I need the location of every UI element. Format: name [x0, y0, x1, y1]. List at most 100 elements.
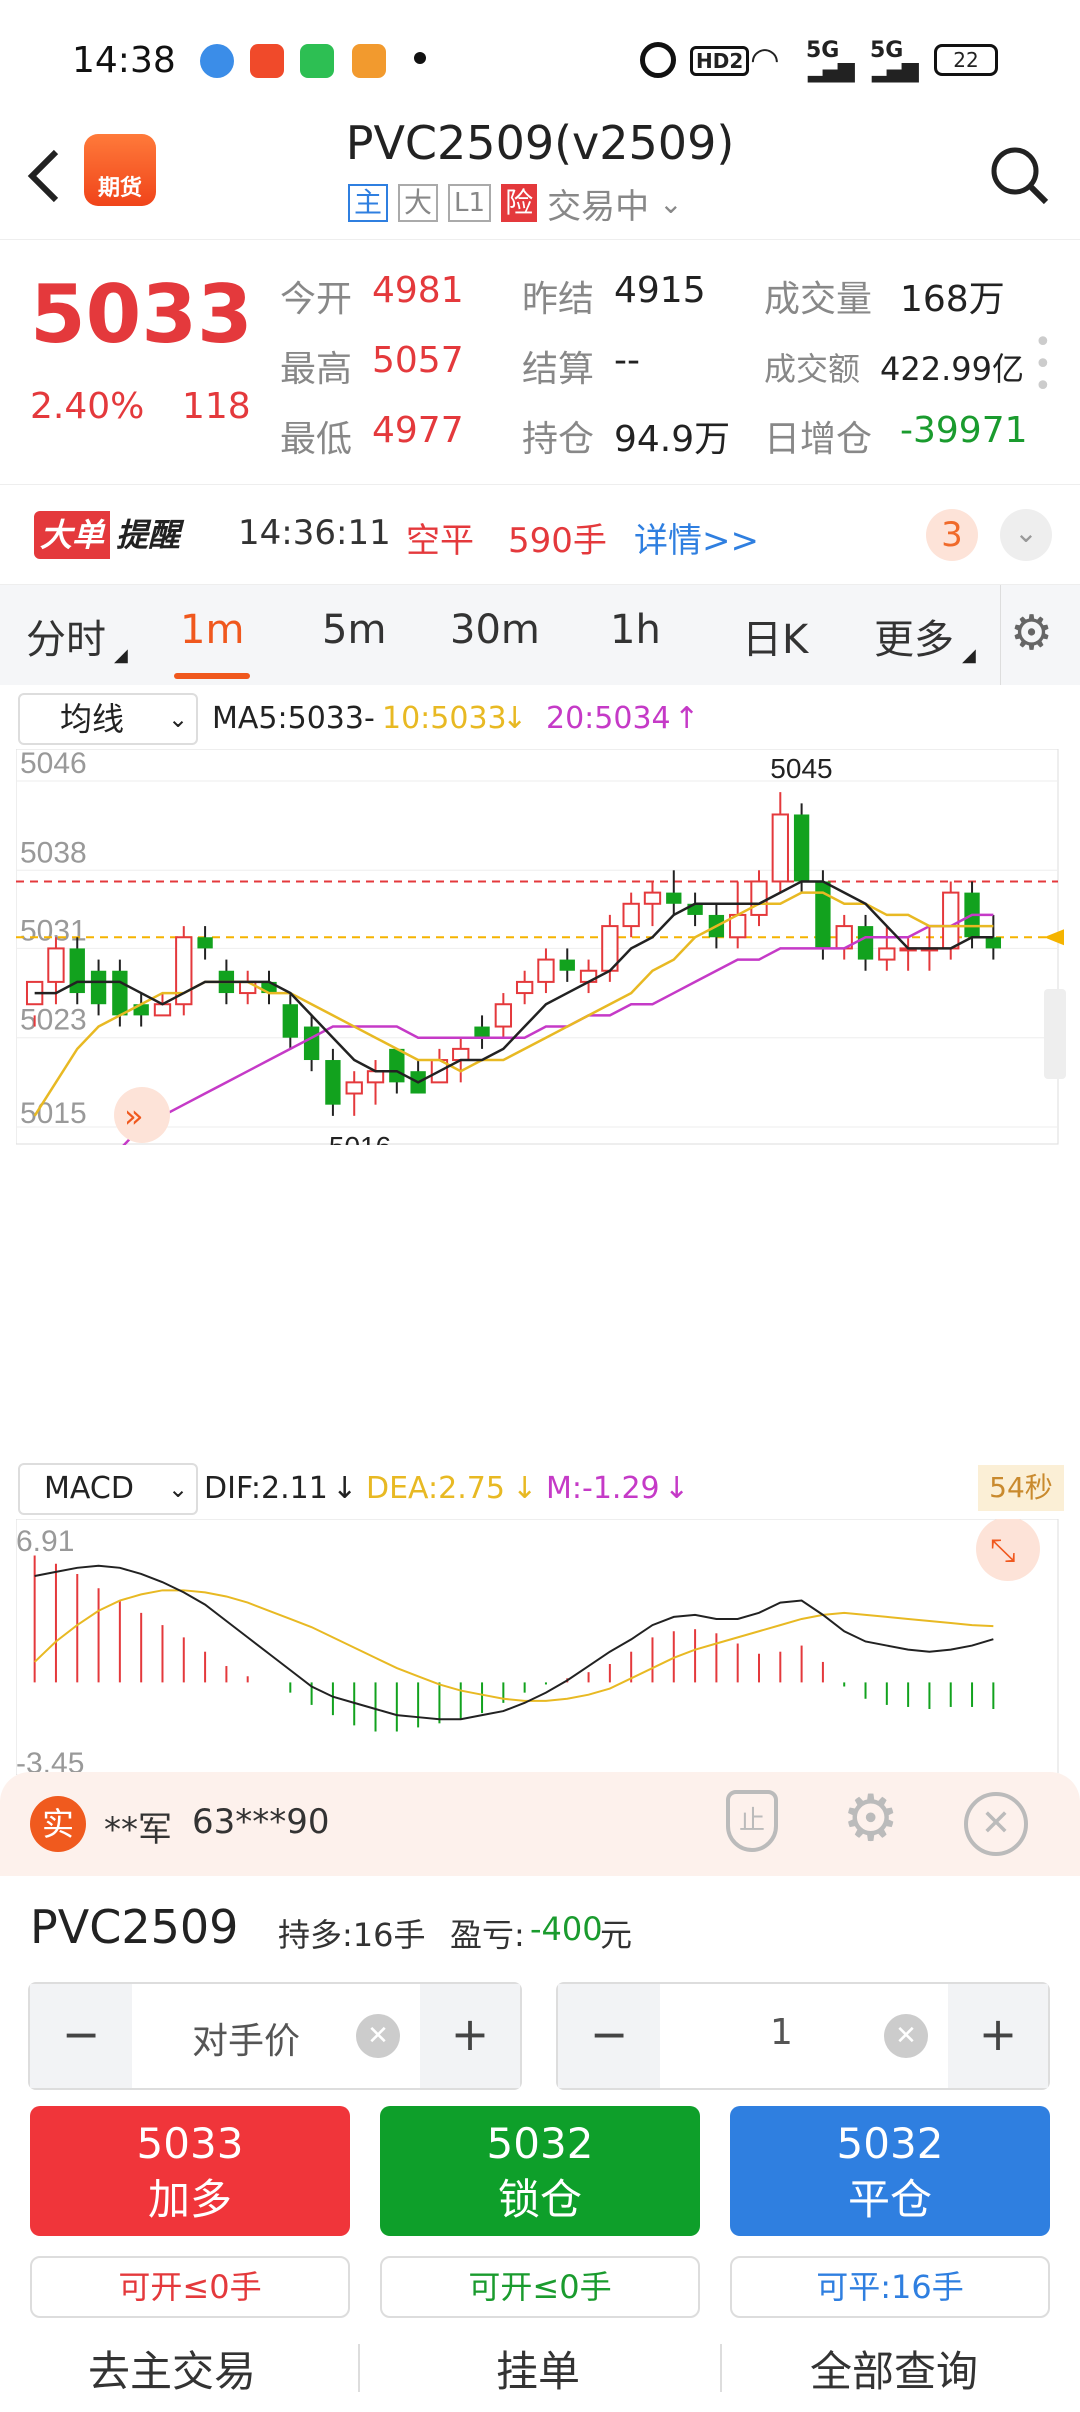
query-all-button[interactable]: 全部查询: [810, 2347, 979, 2396]
close-label: 平仓: [847, 2175, 932, 2224]
ma10-label: 10:5033: [382, 701, 507, 736]
y-tick-label: 5038: [20, 836, 87, 869]
more-vertical-icon[interactable]: • • •: [1034, 325, 1052, 404]
candle-body: [90, 970, 107, 1005]
m-label: M:-1.29: [546, 1471, 660, 1506]
footer-divider: [358, 2344, 360, 2392]
badge-left: 大单: [34, 511, 111, 559]
candle-body: [622, 902, 640, 928]
stop-loss-shield-icon[interactable]: 止: [726, 1790, 778, 1852]
tab-intraday[interactable]: 分时: [26, 617, 106, 663]
tag-main: 主: [348, 184, 389, 222]
close-panel-icon[interactable]: ✕: [964, 1792, 1028, 1856]
dif-label: DIF:2.11: [204, 1471, 328, 1506]
search-icon[interactable]: [988, 144, 1052, 208]
candle-body: [515, 980, 534, 995]
dea-label: DEA:2.75: [366, 1471, 505, 1506]
chevron-down-icon: ⌄: [168, 1475, 189, 1503]
expand-alert-icon[interactable]: ⌄: [1000, 509, 1052, 561]
tab-more[interactable]: 更多: [874, 617, 954, 663]
settings-gear-icon[interactable]: ⚙: [1010, 605, 1054, 661]
candle-body: [474, 1026, 490, 1038]
tab-more-caret-icon: ◢: [962, 645, 976, 666]
candlestick-chart[interactable]: 5046 5038 5031 5023 5015 5045 5016 »: [16, 749, 1066, 1145]
clear-qty-icon[interactable]: ✕: [884, 2014, 928, 2058]
close-position-button[interactable]: 5032 平仓: [730, 2106, 1050, 2236]
dif-down-arrow-icon: ↓: [332, 1471, 358, 1506]
close-price: 5032: [836, 2119, 944, 2168]
ma5-label: MA5:5033-: [212, 701, 375, 736]
pending-orders-button[interactable]: 挂单: [496, 2347, 581, 2396]
oi-change-value: -39971: [900, 410, 1028, 451]
qty-plus-button[interactable]: +: [948, 1984, 1048, 2088]
quote-summary: 5033 2.40% 118 今开 4981 最高 5057 最低 4977 昨…: [0, 240, 1080, 485]
more-notifications-dot: [414, 52, 426, 64]
candle-body: [643, 891, 662, 905]
tab-30m[interactable]: 30m: [450, 607, 540, 653]
add-long-label: 加多: [147, 2175, 232, 2224]
chevron-down-icon[interactable]: ⌄: [659, 186, 683, 220]
candle-body: [69, 948, 85, 994]
account-bar: 实 **军 63***90 止 ⚙ ✕: [0, 1772, 1080, 1876]
chart-frame: [16, 749, 1059, 1145]
qty-minus-button[interactable]: −: [558, 1984, 660, 2088]
tab-divider: [1000, 585, 1001, 685]
add-long-button[interactable]: 5033 加多: [30, 2106, 350, 2236]
dea-line: [33, 1589, 994, 1702]
big-order-alert[interactable]: 大单 提醒 14:36:11 空平 590手 详情>> 3 ⌄: [0, 485, 1080, 585]
signal-5g-icon-2: 5G: [870, 38, 904, 63]
y-tick-label: 5023: [20, 1004, 87, 1037]
available-lock-qty: 可开≤0手: [380, 2256, 700, 2318]
tab-1m[interactable]: 1m: [180, 607, 245, 653]
clear-price-icon[interactable]: ✕: [356, 2014, 400, 2058]
alert-count-badge: 3: [926, 509, 978, 561]
candle-body: [815, 881, 831, 949]
tab-5m[interactable]: 5m: [322, 607, 387, 653]
alert-type: 空平: [406, 521, 474, 561]
candle-body: [325, 1060, 341, 1105]
alarm-icon: [640, 42, 676, 78]
side-scroll-handle[interactable]: [1044, 989, 1066, 1079]
expand-chart-button[interactable]: ⤡: [976, 1519, 1040, 1581]
candle-body: [282, 1004, 298, 1038]
turnover-label: 成交额: [764, 350, 861, 388]
available-close-qty: 可平:16手: [730, 2256, 1050, 2318]
sub-indicator-select[interactable]: MACD ⌄: [18, 1463, 198, 1515]
main-indicator-value: 均线: [60, 700, 125, 738]
low-price-label: 5016: [329, 1131, 391, 1145]
candle-body: [261, 981, 277, 994]
tab-1h[interactable]: 1h: [610, 607, 661, 653]
price-plus-button[interactable]: +: [420, 1984, 520, 2088]
trade-status[interactable]: 交易中: [547, 186, 650, 227]
qty-input[interactable]: 1: [770, 2012, 793, 2053]
fast-forward-circle: [114, 1087, 170, 1143]
candle-body: [942, 891, 960, 950]
alert-detail-link[interactable]: 详情>>: [634, 521, 759, 561]
price-minus-button[interactable]: −: [30, 1984, 132, 2088]
volume-value: 168万: [900, 279, 1005, 320]
macd-chart[interactable]: 6.91 -3.45 ⤡: [16, 1519, 1066, 1775]
tab-daily-k[interactable]: 日K: [742, 617, 809, 663]
qty-input-group: − 1 ✕ +: [556, 1982, 1050, 2090]
futures-logo: 期货: [84, 134, 156, 206]
go-main-trade-button[interactable]: 去主交易: [88, 2347, 257, 2396]
expand-circle: [976, 1519, 1040, 1581]
back-arrow-icon[interactable]: [24, 146, 64, 206]
oi-change-label: 日增仓: [764, 419, 873, 460]
logo-text: 期货: [97, 176, 142, 201]
chevron-down-icon: ⌄: [168, 705, 189, 733]
hd-icon: HD2: [690, 46, 750, 76]
fast-forward-button[interactable]: »: [114, 1087, 170, 1143]
candle-body: [750, 880, 768, 916]
pnl-label: 盈亏:: [450, 1916, 525, 1954]
main-indicator-select[interactable]: 均线 ⌄: [18, 693, 198, 745]
macd-tick-bottom: -3.45: [16, 1747, 84, 1775]
candle-body: [133, 1004, 149, 1016]
price-input[interactable]: 对手价: [192, 2021, 301, 2062]
high-value: 5057: [372, 340, 464, 381]
pnl-unit: 元: [600, 1916, 633, 1954]
panel-settings-gear-icon[interactable]: ⚙: [842, 1782, 900, 1856]
kline-chart-area: 均线 ⌄ MA5:5033- 10:5033 ↓ 20:5034 ↑ 5046 5…: [0, 685, 1080, 1775]
lock-position-button[interactable]: 5032 锁仓: [380, 2106, 700, 2236]
tag-l1: L1: [448, 184, 492, 222]
